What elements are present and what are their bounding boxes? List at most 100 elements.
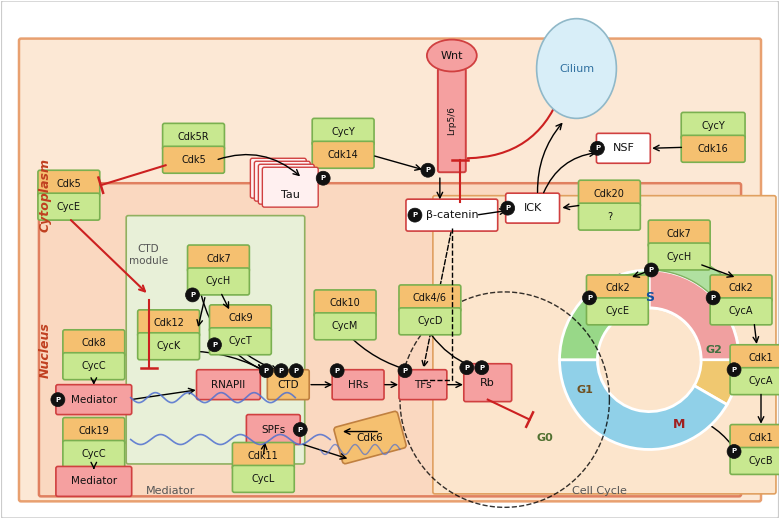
Text: CycA: CycA bbox=[749, 376, 773, 386]
Text: P: P bbox=[335, 367, 340, 374]
FancyBboxPatch shape bbox=[56, 385, 132, 415]
Text: CycH: CycH bbox=[667, 252, 692, 262]
Text: CycD: CycD bbox=[417, 317, 442, 326]
Text: Cdk6: Cdk6 bbox=[356, 432, 384, 443]
FancyBboxPatch shape bbox=[332, 370, 384, 400]
FancyBboxPatch shape bbox=[63, 330, 125, 357]
Text: Mediator: Mediator bbox=[71, 394, 117, 405]
Text: Mediator: Mediator bbox=[71, 476, 117, 486]
Text: P: P bbox=[212, 342, 217, 348]
FancyBboxPatch shape bbox=[587, 298, 648, 325]
FancyBboxPatch shape bbox=[210, 328, 271, 355]
Circle shape bbox=[727, 363, 741, 377]
Text: Cdk11: Cdk11 bbox=[248, 451, 278, 461]
FancyBboxPatch shape bbox=[250, 158, 307, 198]
Text: S: S bbox=[645, 291, 654, 305]
Wedge shape bbox=[559, 270, 649, 360]
FancyBboxPatch shape bbox=[63, 418, 125, 444]
FancyBboxPatch shape bbox=[438, 69, 466, 172]
Text: Cdk1: Cdk1 bbox=[749, 353, 773, 363]
FancyBboxPatch shape bbox=[730, 425, 780, 452]
FancyBboxPatch shape bbox=[399, 370, 447, 400]
Circle shape bbox=[706, 291, 720, 305]
Wedge shape bbox=[559, 360, 727, 449]
Text: M: M bbox=[673, 418, 686, 431]
Circle shape bbox=[460, 361, 473, 375]
Text: P: P bbox=[505, 205, 510, 211]
Text: CycL: CycL bbox=[252, 474, 275, 484]
Text: P: P bbox=[425, 167, 431, 173]
Text: Cilium: Cilium bbox=[559, 63, 594, 74]
Text: Cdk14: Cdk14 bbox=[328, 150, 359, 160]
Text: P: P bbox=[278, 367, 284, 374]
Text: P: P bbox=[711, 295, 716, 301]
Text: P: P bbox=[732, 367, 736, 373]
Text: CycT: CycT bbox=[229, 336, 252, 346]
FancyBboxPatch shape bbox=[312, 118, 374, 145]
Text: Cdk4/6: Cdk4/6 bbox=[413, 293, 447, 304]
Text: Cdk12: Cdk12 bbox=[153, 318, 184, 329]
Text: CycA: CycA bbox=[729, 306, 753, 317]
FancyBboxPatch shape bbox=[399, 285, 461, 312]
FancyBboxPatch shape bbox=[268, 370, 309, 400]
Text: Cdk20: Cdk20 bbox=[594, 189, 625, 199]
FancyBboxPatch shape bbox=[710, 298, 772, 325]
Text: Cdk2: Cdk2 bbox=[605, 283, 629, 293]
FancyBboxPatch shape bbox=[38, 170, 100, 197]
FancyBboxPatch shape bbox=[579, 180, 640, 207]
Text: P: P bbox=[298, 427, 303, 432]
FancyBboxPatch shape bbox=[262, 167, 318, 207]
Circle shape bbox=[275, 364, 289, 378]
Text: G0: G0 bbox=[536, 432, 553, 443]
Text: β-catenin: β-catenin bbox=[426, 210, 478, 220]
Circle shape bbox=[408, 208, 422, 222]
Text: Cdk9: Cdk9 bbox=[228, 313, 253, 323]
Text: P: P bbox=[264, 367, 269, 374]
FancyBboxPatch shape bbox=[648, 220, 710, 247]
FancyBboxPatch shape bbox=[63, 441, 125, 468]
FancyBboxPatch shape bbox=[406, 199, 498, 231]
Text: Mediator: Mediator bbox=[146, 486, 195, 496]
Text: NSF: NSF bbox=[612, 143, 634, 153]
FancyBboxPatch shape bbox=[63, 353, 125, 380]
Text: CycC: CycC bbox=[81, 449, 106, 459]
Text: CycC: CycC bbox=[81, 361, 106, 371]
Text: P: P bbox=[413, 212, 417, 218]
FancyBboxPatch shape bbox=[232, 443, 294, 470]
Text: P: P bbox=[649, 267, 654, 273]
Text: Cdk8: Cdk8 bbox=[81, 338, 106, 348]
Text: Tau: Tau bbox=[281, 190, 300, 200]
FancyBboxPatch shape bbox=[505, 193, 559, 223]
FancyBboxPatch shape bbox=[579, 203, 640, 230]
Text: Rb: Rb bbox=[480, 378, 495, 388]
Wedge shape bbox=[649, 270, 739, 360]
FancyBboxPatch shape bbox=[210, 305, 271, 332]
FancyBboxPatch shape bbox=[710, 275, 772, 302]
Text: Cdk10: Cdk10 bbox=[330, 298, 360, 308]
Circle shape bbox=[590, 141, 604, 155]
Text: P: P bbox=[190, 292, 195, 298]
Text: ICK: ICK bbox=[523, 203, 542, 213]
FancyBboxPatch shape bbox=[334, 412, 406, 464]
Wedge shape bbox=[649, 270, 739, 405]
Text: Cytoplasm: Cytoplasm bbox=[39, 158, 52, 232]
Circle shape bbox=[260, 364, 273, 378]
Circle shape bbox=[421, 163, 435, 177]
FancyBboxPatch shape bbox=[681, 113, 745, 139]
Text: P: P bbox=[587, 295, 592, 301]
Text: RNAPII: RNAPII bbox=[211, 380, 246, 390]
FancyBboxPatch shape bbox=[730, 447, 780, 474]
Circle shape bbox=[644, 263, 658, 277]
Text: Nucleus: Nucleus bbox=[39, 322, 52, 378]
Text: Cdk1: Cdk1 bbox=[749, 433, 773, 443]
FancyBboxPatch shape bbox=[587, 275, 648, 302]
FancyBboxPatch shape bbox=[314, 290, 376, 317]
Text: TFs: TFs bbox=[414, 380, 431, 390]
FancyBboxPatch shape bbox=[187, 245, 250, 272]
Text: CycH: CycH bbox=[206, 277, 231, 286]
Text: P: P bbox=[294, 367, 299, 374]
FancyBboxPatch shape bbox=[433, 196, 776, 494]
Text: HRs: HRs bbox=[348, 380, 368, 390]
FancyBboxPatch shape bbox=[232, 466, 294, 493]
FancyBboxPatch shape bbox=[464, 364, 512, 402]
